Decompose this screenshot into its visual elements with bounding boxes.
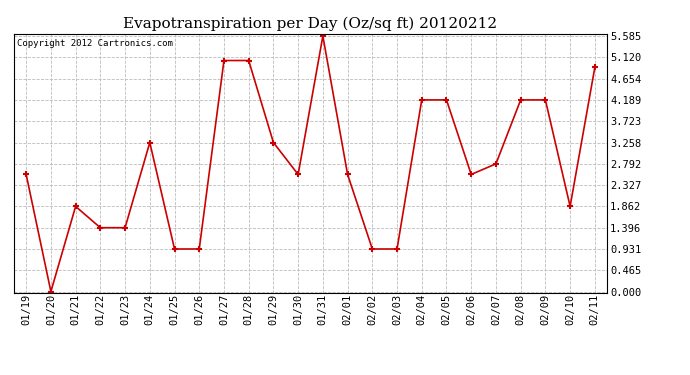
Title: Evapotranspiration per Day (Oz/sq ft) 20120212: Evapotranspiration per Day (Oz/sq ft) 20…	[124, 17, 497, 31]
Text: Copyright 2012 Cartronics.com: Copyright 2012 Cartronics.com	[17, 39, 172, 48]
